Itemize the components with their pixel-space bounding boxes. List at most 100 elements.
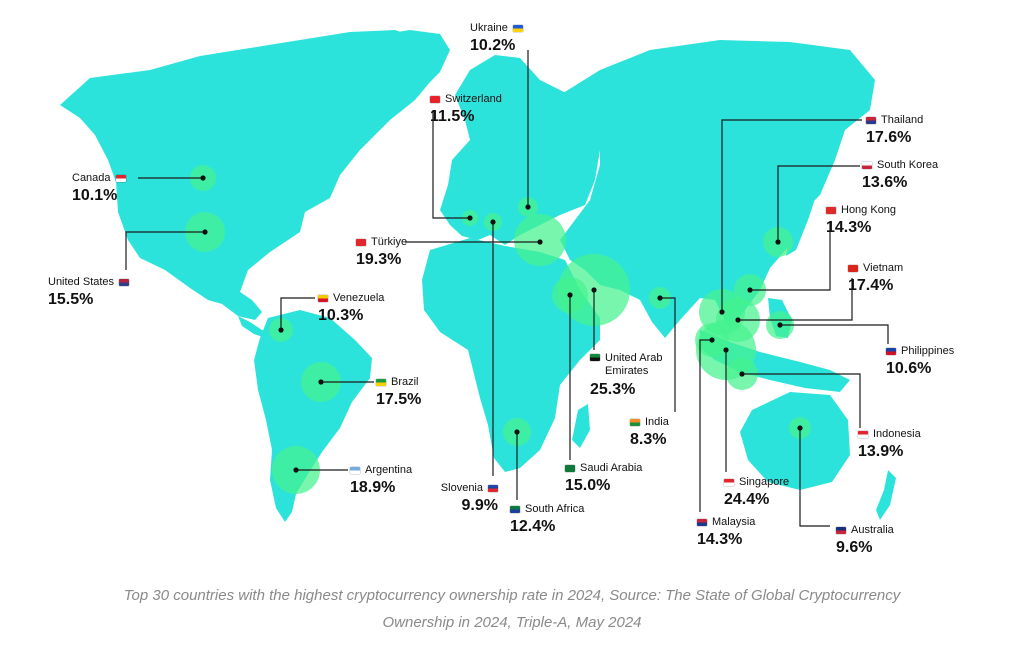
leader-india <box>660 297 676 412</box>
label-india: India 8.3% <box>630 416 669 449</box>
flag-icon <box>488 484 498 492</box>
label-name: United Arab Emirates <box>605 352 663 377</box>
flag-icon <box>430 95 440 103</box>
label-venezuela: Venezuela 10.3% <box>318 292 384 325</box>
caption-line-2: Ownership in 2024, Triple-A, May 2024 <box>382 614 642 631</box>
dot-argentina <box>293 467 299 473</box>
australia-landmass <box>740 392 850 490</box>
new-zealand-landmass <box>876 470 896 520</box>
label-value: 9.6% <box>836 539 873 556</box>
flag-icon <box>724 478 734 486</box>
dot-canada <box>200 175 206 181</box>
anchor-dots <box>200 175 803 473</box>
dot-philippines <box>777 322 783 328</box>
label-value: 10.1% <box>72 187 118 204</box>
dot-united-states <box>202 229 208 235</box>
label-value: 14.3% <box>697 531 743 548</box>
label-south-africa: South Africa 12.4% <box>510 503 584 536</box>
label-switzerland: Switzerland 11.5% <box>430 93 502 126</box>
asia-landmass <box>560 40 875 338</box>
land-masses <box>60 30 896 522</box>
label-malaysia: Malaysia 14.3% <box>697 516 755 549</box>
label-name: India <box>645 416 669 428</box>
label-value: 24.4% <box>724 491 770 508</box>
dot-slovenia <box>490 219 496 225</box>
dot-malaysia <box>709 337 715 343</box>
label-brazil: Brazil 17.5% <box>376 376 421 409</box>
label-name: Vietnam <box>863 262 904 274</box>
label-name: Slovenia <box>440 482 483 494</box>
label-value: 10.2% <box>470 37 516 54</box>
label-value: 17.5% <box>376 391 422 408</box>
label-australia: Australia 9.6% <box>836 524 894 557</box>
label-name: Switzerland <box>445 93 502 105</box>
label-indonesia: Indonesia 13.9% <box>858 428 921 461</box>
flag-icon <box>376 378 386 386</box>
flag-icon <box>565 464 575 472</box>
label-ukraine: Ukraine 10.2% <box>470 22 523 55</box>
flag-icon <box>862 161 872 169</box>
flag-icon <box>512 24 523 32</box>
label-vietnam: Vietnam 17.4% <box>848 262 903 295</box>
dot-vietnam <box>735 317 741 323</box>
flag-icon <box>115 174 126 182</box>
label-turkiye: Türkiye 19.3% <box>356 236 407 269</box>
dot-indonesia <box>739 371 745 377</box>
label-name: Indonesia <box>873 428 921 440</box>
dot-singapore <box>723 347 729 353</box>
flag-icon <box>119 278 130 286</box>
dot-venezuela <box>278 327 284 333</box>
label-name: Venezuela <box>333 292 385 304</box>
dot-ukraine <box>525 204 531 210</box>
world-map <box>60 30 896 527</box>
flag-icon <box>866 116 876 124</box>
leader-united-states <box>125 231 205 270</box>
label-value: 18.9% <box>350 479 396 496</box>
dot-thailand <box>719 309 725 315</box>
label-value: 13.6% <box>862 174 908 191</box>
label-name: Canada <box>72 172 111 184</box>
leader-thailand <box>721 119 862 312</box>
label-name: Malaysia <box>712 516 756 528</box>
flag-icon <box>697 518 707 526</box>
leader-venezuela <box>280 297 315 330</box>
flag-icon <box>848 264 858 272</box>
leader-south-korea <box>777 165 860 242</box>
label-uae: United Arab Emirates 25.3% <box>590 352 677 399</box>
dot-uae <box>591 287 597 293</box>
label-name: Brazil <box>391 376 419 388</box>
flag-icon <box>858 430 868 438</box>
label-argentina: Argentina 18.9% <box>350 464 412 497</box>
leader-philippines <box>780 324 889 344</box>
label-name: Australia <box>851 524 894 536</box>
dot-australia <box>797 425 803 431</box>
greenland-landmass <box>340 30 450 120</box>
label-value: 9.9% <box>461 497 498 514</box>
label-value: 14.3% <box>826 219 872 236</box>
label-saudi-arabia: Saudi Arabia 15.0% <box>565 462 642 495</box>
label-united-states: United States 15.5% <box>48 276 130 309</box>
flag-icon <box>590 354 600 361</box>
dot-india <box>657 295 663 301</box>
flag-icon <box>826 206 836 214</box>
leader-malaysia <box>699 339 712 512</box>
flag-icon <box>630 418 640 426</box>
label-value: 19.3% <box>356 251 402 268</box>
label-slovenia: Slovenia 9.9% <box>434 482 498 515</box>
north-america-landmass <box>60 30 440 320</box>
flag-icon <box>510 505 520 513</box>
label-value: 17.6% <box>866 129 912 146</box>
leader-switzerland <box>432 110 470 219</box>
dot-hong-kong <box>747 287 753 293</box>
label-name: Ukraine <box>470 22 508 34</box>
dot-saudi-arabia <box>567 292 573 298</box>
flag-icon <box>836 526 846 534</box>
label-value: 25.3% <box>590 381 636 398</box>
label-name: Saudi Arabia <box>580 462 643 474</box>
label-value: 10.3% <box>318 307 364 324</box>
label-value: 8.3% <box>630 431 667 448</box>
label-hong-kong: Hong Kong 14.3% <box>826 204 896 237</box>
label-value: 11.5% <box>430 108 475 125</box>
flag-icon <box>886 347 896 355</box>
dot-turkiye <box>537 239 543 245</box>
